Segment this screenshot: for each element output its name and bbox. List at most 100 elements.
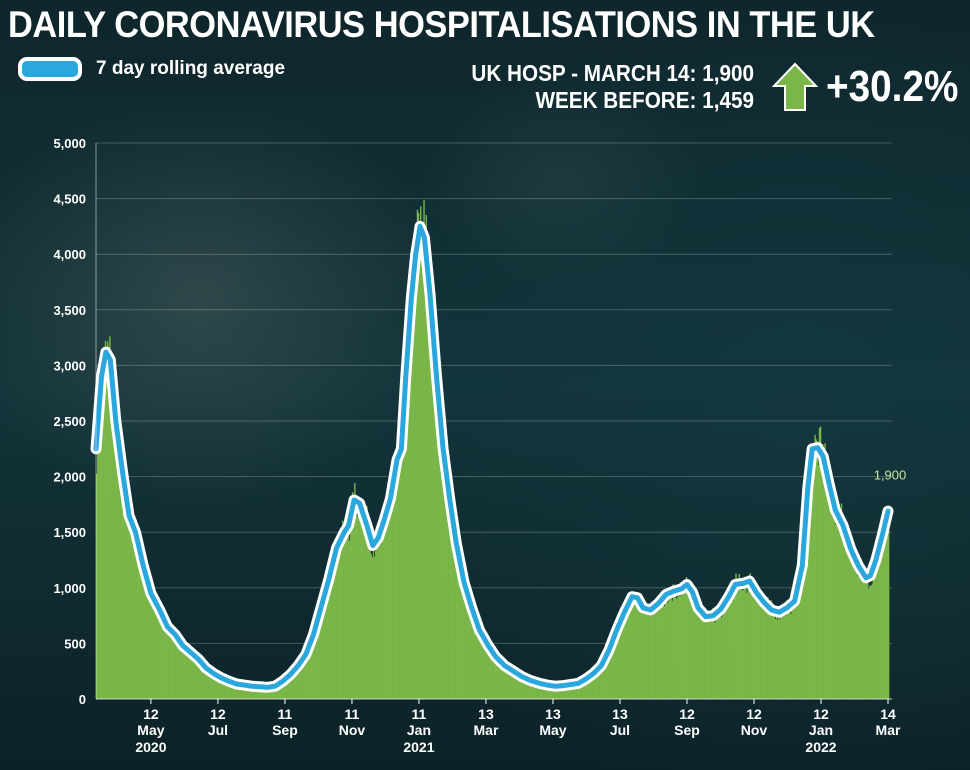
- daily-bar: [219, 674, 221, 699]
- daily-bar: [333, 558, 335, 699]
- daily-bar: [109, 336, 111, 699]
- daily-bar: [468, 591, 470, 699]
- daily-bar: [436, 386, 438, 699]
- daily-bar: [697, 615, 700, 699]
- daily-bar: [636, 593, 638, 699]
- daily-bar: [234, 682, 236, 699]
- daily-bar: [258, 686, 260, 699]
- daily-bar: [622, 611, 624, 699]
- daily-bar: [627, 606, 630, 699]
- daily-bar: [628, 605, 631, 699]
- daily-bar: [411, 275, 413, 699]
- daily-bar: [779, 619, 781, 699]
- daily-bar: [526, 680, 528, 699]
- daily-bar: [663, 606, 666, 699]
- daily-bar: [565, 684, 567, 699]
- daily-bar: [719, 606, 722, 699]
- daily-bar: [578, 683, 580, 699]
- daily-bar: [401, 425, 403, 699]
- daily-bar: [106, 341, 109, 699]
- daily-bar: [688, 594, 690, 699]
- y-tick-label: 2,500: [53, 414, 86, 429]
- x-tick-month: Nov: [339, 722, 366, 738]
- daily-bar: [383, 515, 386, 699]
- daily-bar: [248, 684, 251, 699]
- daily-bar: [640, 601, 643, 699]
- daily-bar: [591, 673, 593, 699]
- daily-bar: [795, 604, 798, 699]
- daily-bar: [783, 613, 786, 699]
- daily-bar: [626, 606, 628, 699]
- daily-bar: [540, 682, 543, 699]
- daily-bar: [256, 685, 258, 699]
- daily-bar: [535, 681, 537, 699]
- daily-bar: [164, 617, 166, 699]
- daily-bar: [369, 540, 371, 699]
- daily-bar: [344, 526, 346, 699]
- daily-bar: [751, 589, 754, 699]
- daily-bar: [828, 485, 831, 699]
- daily-bar: [111, 380, 113, 699]
- daily-bar: [875, 563, 878, 699]
- daily-bar: [483, 641, 486, 699]
- daily-bar: [428, 287, 431, 699]
- daily-bar: [313, 639, 315, 699]
- daily-bar: [635, 602, 637, 699]
- daily-bar: [834, 499, 836, 699]
- daily-bar: [784, 615, 787, 699]
- daily-bar: [858, 554, 860, 699]
- daily-bar: [437, 377, 440, 699]
- daily-bar: [144, 567, 146, 699]
- daily-bar: [625, 615, 627, 699]
- annotation-label: 1,900: [874, 468, 907, 483]
- daily-bar: [699, 612, 701, 699]
- daily-bar: [652, 615, 655, 699]
- x-tick-day: 13: [612, 706, 628, 722]
- daily-bar: [883, 517, 886, 699]
- daily-bar: [638, 603, 641, 699]
- daily-bar: [574, 682, 577, 699]
- daily-bar: [623, 608, 625, 699]
- daily-bar: [873, 576, 876, 699]
- daily-bar: [188, 654, 190, 699]
- daily-bar: [515, 670, 518, 699]
- daily-bar: [224, 679, 226, 699]
- daily-bar: [863, 565, 866, 699]
- daily-bar: [611, 644, 613, 699]
- daily-bar: [232, 683, 234, 699]
- daily-bar: [761, 599, 764, 699]
- daily-bar: [864, 581, 867, 699]
- daily-bar: [573, 685, 576, 699]
- daily-bar: [835, 525, 837, 699]
- daily-bar: [791, 597, 793, 699]
- daily-bar: [785, 603, 788, 699]
- daily-bar: [689, 584, 691, 699]
- daily-bar: [762, 599, 765, 699]
- daily-bar: [675, 598, 678, 699]
- daily-bar: [424, 231, 426, 700]
- daily-bar: [348, 540, 351, 699]
- daily-bar: [661, 607, 664, 699]
- daily-bar: [476, 624, 478, 699]
- daily-bar: [888, 514, 890, 699]
- daily-bar: [169, 627, 171, 699]
- daily-bar: [178, 642, 180, 699]
- daily-bar: [780, 616, 782, 699]
- daily-bar: [614, 641, 616, 699]
- daily-bar: [286, 679, 288, 699]
- daily-bar: [792, 595, 794, 699]
- daily-bar: [820, 447, 823, 699]
- y-tick-label: 1,500: [53, 525, 86, 540]
- daily-bar: [562, 686, 565, 699]
- daily-bar: [450, 517, 453, 699]
- daily-bar: [457, 563, 459, 699]
- daily-bar: [160, 613, 163, 699]
- daily-bar: [585, 677, 588, 699]
- daily-bar: [513, 668, 515, 699]
- daily-bar: [732, 600, 734, 699]
- daily-bar: [767, 597, 769, 699]
- daily-bar: [226, 678, 229, 699]
- rolling-average-line: [90, 220, 894, 693]
- daily-bar: [440, 435, 443, 699]
- daily-bar: [149, 599, 152, 699]
